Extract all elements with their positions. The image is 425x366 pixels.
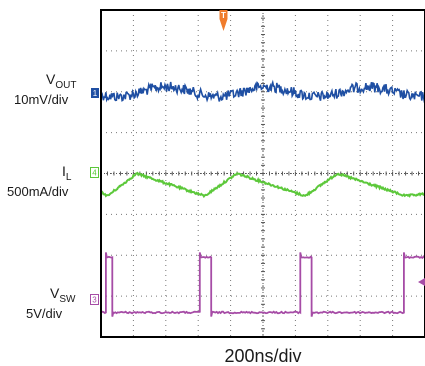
- plot-frame: [100, 9, 425, 338]
- svg-text:1: 1: [93, 89, 98, 98]
- trace-vsw: [100, 252, 425, 317]
- channel-1-marker: 1: [91, 88, 99, 98]
- trace-vout: [100, 79, 425, 103]
- channel-4-marker: 4: [90, 167, 99, 178]
- il-label: IL: [62, 163, 72, 183]
- il-scale: 500mA/div: [7, 184, 69, 199]
- vout-scale: 10mV/div: [14, 92, 69, 107]
- svg-text:4: 4: [92, 169, 97, 178]
- vsw-scale: 5V/div: [26, 306, 63, 321]
- vsw-label: VSW: [50, 285, 76, 305]
- plot-grid: [100, 9, 425, 338]
- svg-text:3: 3: [92, 296, 97, 305]
- x-axis-label: 200ns/div: [224, 346, 301, 366]
- level-arrow-icon: [418, 278, 425, 286]
- plot-traces: [100, 79, 425, 317]
- channel-3-marker: 3: [90, 294, 99, 305]
- vout-label: VOUT: [46, 71, 76, 91]
- trigger-marker-label: T: [221, 11, 226, 20]
- trace-il: [100, 171, 425, 199]
- trigger-marker: T: [219, 10, 228, 31]
